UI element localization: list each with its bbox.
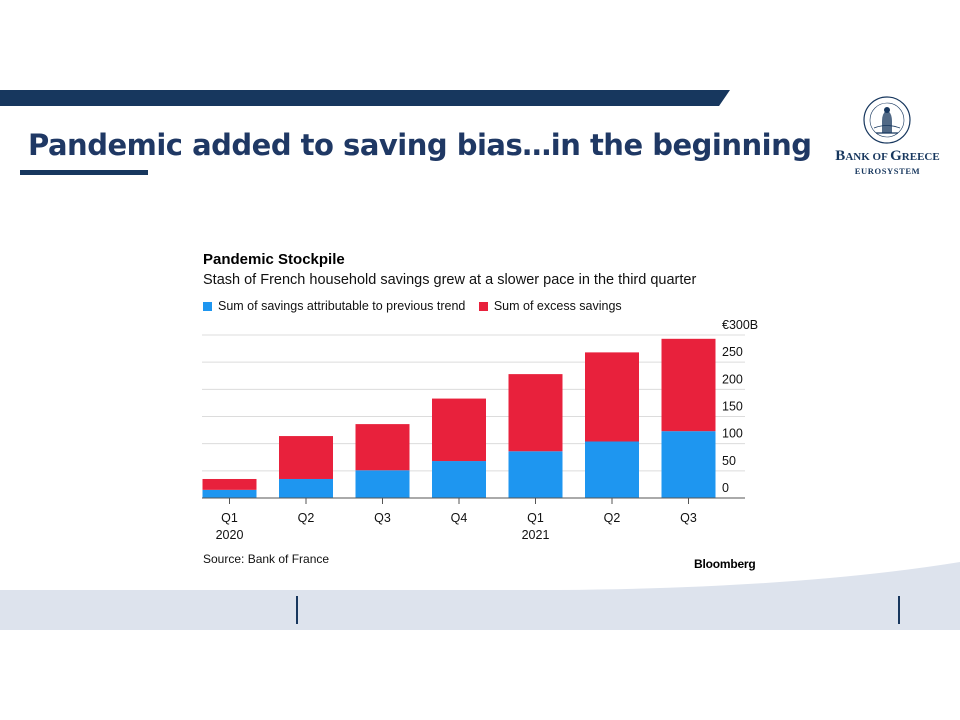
chart-legend: Sum of savings attributable to previous … (203, 299, 632, 314)
y-tick-label: 50 (722, 454, 736, 468)
seal-icon (863, 96, 911, 144)
y-tick-label: 150 (722, 400, 743, 414)
y-tick-label: 100 (722, 427, 743, 441)
x-tick-label: Q2 (298, 511, 315, 525)
title-underline (20, 170, 148, 175)
bar-trend-savings (508, 451, 563, 498)
chart-source: Source: Bank of France (203, 552, 330, 566)
legend-item-excess: Sum of excess savings (478, 299, 622, 313)
bar-trend-savings (432, 461, 486, 498)
legend-swatch-trend (203, 301, 212, 311)
footer-band (0, 562, 960, 630)
x-tick-label: Q3 (680, 511, 697, 525)
x-year-label: 2021 (522, 528, 550, 542)
bar-excess-savings (432, 398, 486, 462)
header-bar (0, 90, 730, 106)
legend-label-excess: Sum of excess savings (493, 299, 622, 313)
bar-trend-savings (279, 478, 333, 498)
legend-item-trend: Sum of savings attributable to previous … (203, 299, 465, 313)
x-tick-label: Q3 (374, 511, 391, 525)
y-tick-label: 0 (722, 481, 729, 495)
logo-name: BANK OF GREECE (835, 148, 940, 164)
logo-subtitle: EUROSYSTEM (854, 166, 921, 176)
bar-trend-savings (661, 431, 716, 498)
bar-excess-savings (279, 436, 333, 479)
chart-title: Pandemic Stockpile (203, 251, 345, 268)
bank-logo: BANK OF GREECE EUROSYSTEM (820, 95, 955, 180)
x-tick-label: Q4 (451, 511, 468, 525)
bar-trend-savings (202, 489, 257, 498)
chart-subtitle: Stash of French household savings grew a… (203, 272, 697, 288)
slide-title: Pandemic added to saving bias…in the beg… (28, 128, 812, 162)
y-tick-label: €300B (722, 318, 758, 332)
x-tick-label: Q2 (604, 511, 621, 525)
bar-excess-savings (661, 338, 716, 432)
bar-trend-savings (355, 470, 410, 498)
bar-trend-savings (585, 441, 639, 498)
bar-excess-savings (202, 478, 257, 490)
bar-excess-savings (508, 374, 563, 452)
x-tick-label: Q1 (527, 511, 544, 525)
bar-excess-savings (585, 352, 639, 442)
legend-label-trend: Sum of savings attributable to previous … (218, 299, 466, 313)
y-tick-label: 200 (722, 372, 743, 386)
y-tick-label: 250 (722, 345, 743, 359)
x-tick-label: Q1 (221, 511, 238, 525)
bar-excess-savings (355, 424, 410, 471)
chart-credit: Bloomberg (694, 557, 756, 571)
legend-swatch-excess (478, 301, 488, 311)
x-year-label: 2020 (216, 528, 244, 542)
